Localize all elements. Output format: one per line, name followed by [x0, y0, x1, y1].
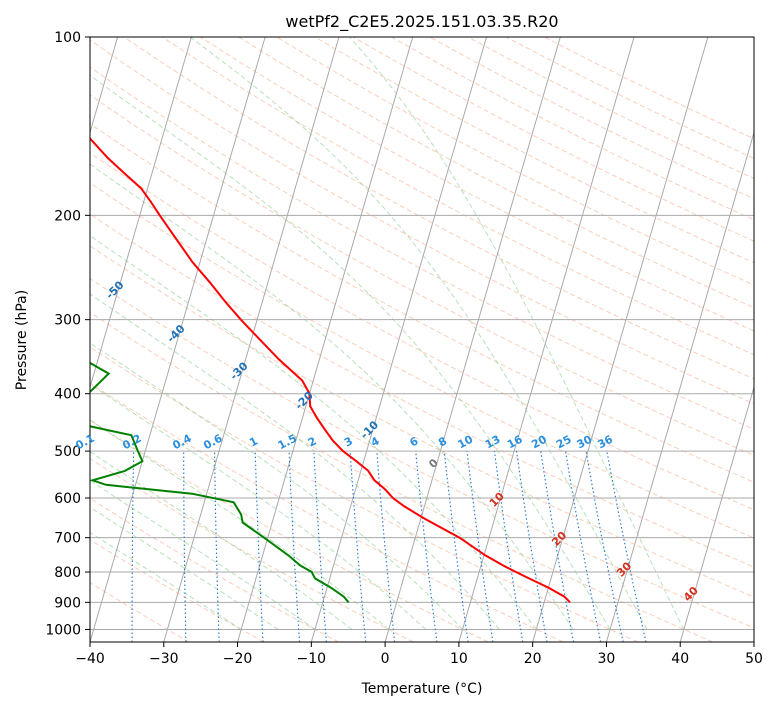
moist-adiabat	[90, 383, 426, 630]
dry-adiabat	[90, 458, 414, 642]
isotherm	[605, 130, 754, 642]
x-axis: −40 −30 −20 −10 0 10 20 30 40 50	[75, 642, 763, 667]
y-tick-label: 600	[54, 491, 81, 507]
x-axis-title: Temperature (°C)	[361, 681, 483, 697]
x-tick-label: 0	[381, 651, 390, 667]
chart-title: wetPf2_C2E5.2025.151.03.35.R20	[285, 12, 558, 32]
y-tick-label: 800	[54, 565, 81, 581]
y-axis-title: Pressure (hPa)	[14, 290, 30, 390]
dry-adiabat	[90, 382, 564, 642]
dry-adiabat	[161, 37, 754, 356]
mixing-ratio-line	[443, 451, 469, 642]
isotherm	[679, 385, 754, 642]
moist-adiabat	[90, 74, 611, 630]
mixing-ratio-label: 16	[505, 433, 525, 452]
moist-adiabat	[90, 342, 463, 630]
moist-adiabat	[90, 506, 279, 630]
isotherm	[384, 37, 561, 642]
mixing-ratio-line	[349, 451, 367, 642]
isotherm	[90, 37, 192, 389]
dry-adiabat	[90, 277, 754, 629]
mixing-ratio-line	[466, 451, 494, 642]
x-tick-label: 10	[450, 651, 468, 667]
isotherm	[237, 37, 414, 642]
isobars	[90, 37, 754, 630]
dry-adiabat	[90, 581, 190, 642]
moist-adiabats	[90, 37, 685, 630]
x-tick-label: 30	[598, 651, 616, 667]
dry-adiabat	[90, 311, 713, 642]
dry-adiabat	[90, 419, 489, 642]
x-tick-label: 40	[671, 651, 689, 667]
mixing-ratio-line	[564, 451, 602, 642]
dry-adiabat	[90, 182, 754, 539]
x-tick-label: −40	[75, 651, 105, 667]
x-tick-label: 20	[524, 651, 542, 667]
y-tick-label: 1000	[45, 622, 81, 638]
dry-adiabats	[90, 37, 754, 642]
dry-adiabat	[90, 94, 754, 456]
mixing-ratio-line	[606, 451, 647, 642]
isotherm	[458, 37, 635, 642]
profile-series	[90, 137, 571, 604]
isotherm	[90, 37, 266, 642]
mixing-ratio-labels: 0.1 0.2 0.4 0.6 1 1.5 2 3 4 6 8 10 13 16 20 25 30 36	[73, 432, 615, 453]
moist-adiabat	[90, 235, 537, 630]
mixing-ratio-label: 36	[595, 433, 615, 452]
y-tick-label: 300	[54, 313, 81, 329]
mixing-ratio-line	[415, 451, 438, 642]
mixing-ratio-label: 13	[483, 433, 503, 452]
mixing-ratio-label: 25	[554, 433, 574, 452]
y-tick-label: 900	[54, 595, 81, 611]
mixing-ratio-line	[493, 451, 524, 642]
mixing-ratio-label: 10	[456, 433, 476, 452]
isotherm	[532, 37, 709, 642]
y-tick-label: 200	[54, 208, 81, 224]
moist-adiabat	[90, 451, 353, 630]
dry-adiabat	[123, 37, 754, 380]
isotherms	[90, 37, 754, 642]
mixing-ratio-line	[585, 451, 624, 642]
y-tick-label: 500	[54, 444, 81, 460]
temperature-profile	[90, 137, 571, 604]
y-tick-label: 700	[54, 531, 81, 547]
moist-adiabat	[90, 479, 316, 630]
dry-adiabat	[90, 66, 754, 430]
moist-adiabat	[349, 37, 685, 630]
plot-frame	[89, 36, 755, 643]
moist-adiabat	[90, 293, 500, 630]
dewpoint-profile	[90, 361, 350, 603]
y-axis: 100 200 300 400 500 600 700 800 900 1000	[45, 30, 90, 638]
isotherm	[310, 37, 487, 642]
mixing-ratio-label: 30	[575, 433, 595, 452]
moist-adiabat	[90, 163, 574, 630]
y-tick-label: 100	[54, 30, 81, 46]
x-tick-label: −20	[223, 651, 253, 667]
moist-adiabat	[90, 419, 390, 630]
x-tick-label: −30	[149, 651, 179, 667]
dry-adiabat	[90, 346, 639, 642]
y-tick-label: 400	[54, 387, 81, 403]
mixing-ratio-lines	[131, 451, 647, 642]
dry-adiabat	[90, 497, 339, 642]
mixing-ratio-label: 20	[529, 433, 549, 452]
dry-adiabat	[90, 39, 754, 405]
isotherm	[163, 37, 340, 642]
x-tick-label: 50	[745, 651, 763, 667]
x-tick-label: −10	[297, 651, 327, 667]
mixing-ratio-line	[376, 451, 396, 642]
